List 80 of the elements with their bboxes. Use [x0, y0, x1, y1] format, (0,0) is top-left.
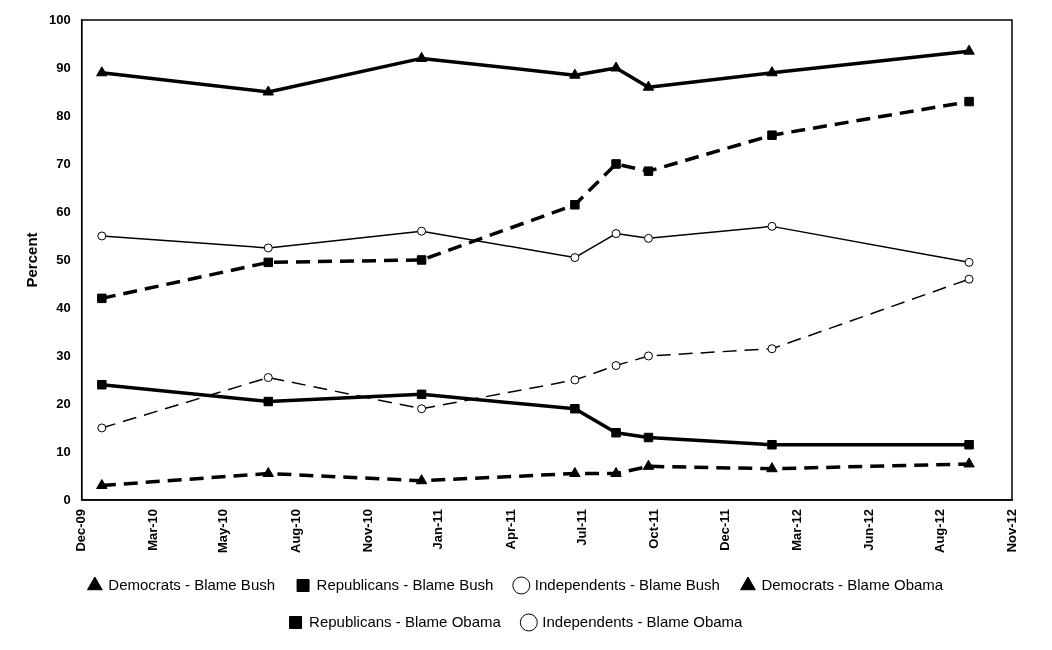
point — [97, 423, 107, 433]
y-tick-label: 30 — [56, 347, 71, 363]
x-tick-label: Dec-09 — [73, 508, 89, 552]
point — [262, 85, 274, 96]
point — [570, 375, 580, 385]
point — [417, 404, 427, 414]
point — [415, 51, 428, 62]
point — [964, 274, 974, 284]
point — [643, 351, 653, 361]
point — [570, 403, 580, 414]
point — [643, 166, 654, 176]
y-axis-title: Percent — [23, 232, 41, 288]
legend-label: Republicans - Blame Obama — [309, 612, 502, 630]
point — [569, 68, 581, 79]
point — [417, 226, 427, 236]
y-tick-label: 60 — [56, 203, 71, 219]
point — [97, 380, 107, 390]
y-tick-label: 80 — [56, 107, 71, 123]
point — [766, 66, 778, 77]
point — [96, 479, 108, 490]
point — [263, 257, 274, 268]
x-tick-label: Dec-11 — [717, 508, 733, 551]
legend-label: Independents - Blame Bush — [534, 575, 720, 593]
point — [767, 344, 777, 354]
x-tick-label: Jun-12 — [860, 508, 876, 551]
point — [96, 66, 108, 77]
legend-label: Democrats - Blame Obama — [761, 575, 944, 593]
point — [643, 233, 653, 243]
legend-label: Republicans - Blame Bush — [316, 575, 494, 593]
y-tick-label: 100 — [48, 11, 71, 27]
y-tick-label: 0 — [63, 491, 71, 507]
point — [643, 432, 654, 443]
y-tick-label: 50 — [56, 251, 71, 267]
point — [416, 389, 427, 400]
x-tick-label: Aug-12 — [931, 508, 947, 553]
point — [263, 396, 274, 407]
point — [416, 255, 427, 265]
x-tick-label: Apr-11 — [502, 508, 518, 550]
point — [611, 159, 621, 169]
point — [415, 474, 428, 485]
y-tick-label: 40 — [56, 299, 71, 315]
point — [611, 427, 621, 438]
point — [766, 462, 778, 473]
point — [610, 61, 622, 72]
point — [611, 229, 621, 239]
point — [963, 457, 975, 468]
y-tick-label: 10 — [56, 443, 71, 459]
point — [642, 80, 655, 91]
x-tick-label: Mar-12 — [788, 508, 804, 551]
y-tick-label: 90 — [56, 59, 71, 75]
point — [570, 253, 580, 263]
point — [569, 467, 581, 478]
point — [964, 257, 974, 267]
x-tick-label: May-10 — [215, 508, 231, 553]
x-tick-label: Nov-10 — [359, 508, 375, 553]
point — [97, 231, 107, 241]
x-tick-label: Aug-10 — [287, 508, 303, 553]
point — [263, 243, 273, 253]
point — [963, 44, 975, 55]
x-tick-label: Jan-11 — [429, 508, 445, 550]
point — [263, 373, 273, 383]
point — [767, 439, 777, 450]
point — [97, 293, 107, 304]
y-tick-label: 20 — [56, 395, 71, 411]
legend-label: Independents - Blame Obama — [542, 612, 744, 630]
point — [611, 361, 621, 371]
x-tick-label: Mar-10 — [145, 508, 161, 551]
x-tick-label: Jul-11 — [574, 508, 590, 546]
point — [964, 439, 974, 450]
x-tick-label: Nov-12 — [1003, 508, 1019, 553]
point — [570, 200, 580, 210]
point — [642, 459, 655, 470]
legend-label: Democrats - Blame Bush — [108, 575, 276, 593]
point — [262, 467, 274, 478]
point — [767, 221, 777, 231]
x-tick-label: Oct-11 — [646, 508, 662, 549]
y-tick-label: 70 — [56, 155, 71, 171]
point — [964, 96, 974, 107]
point — [767, 130, 777, 140]
point — [610, 467, 622, 478]
